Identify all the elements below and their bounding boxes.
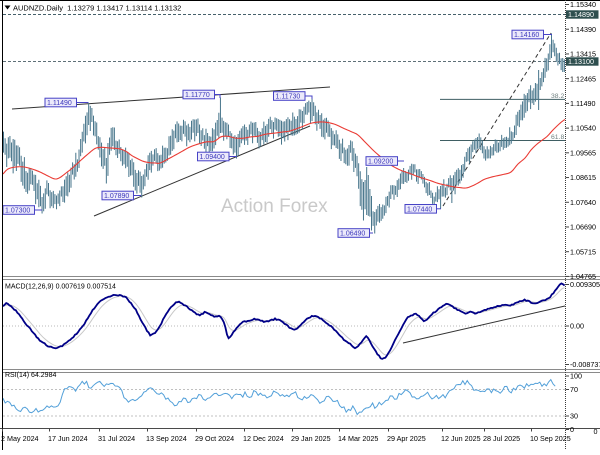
svg-text:38.2: 38.2 (551, 93, 564, 100)
svg-text:70: 70 (570, 385, 578, 394)
svg-text:1.07890: 1.07890 (104, 193, 129, 200)
svg-text:1.15340: 1.15340 (570, 0, 596, 9)
svg-text:1.09400: 1.09400 (200, 154, 225, 161)
svg-text:1.11730: 1.11730 (276, 94, 301, 101)
svg-text:29 Oct 2024: 29 Oct 2024 (195, 434, 234, 443)
svg-text:1.11490: 1.11490 (570, 99, 595, 108)
svg-text:17 Jun 2024: 17 Jun 2024 (48, 434, 88, 443)
svg-text:1.14390: 1.14390 (570, 25, 596, 34)
svg-text:61.8: 61.8 (551, 134, 564, 141)
svg-text:AUDNZD.Daily 1.13279 1.13417: AUDNZD.Daily 1.13279 1.13417 1.13114 1.1… (13, 4, 181, 13)
svg-text:14 Mar 2025: 14 Mar 2025 (338, 434, 378, 443)
svg-text:MACD(12,26,9) 0.007619 0.00751: MACD(12,26,9) 0.007619 0.007514 (5, 284, 116, 291)
svg-text:1.14160: 1.14160 (514, 32, 539, 39)
svg-text:1.09200: 1.09200 (368, 159, 393, 166)
svg-text:29 Apr 2025: 29 Apr 2025 (387, 434, 426, 443)
svg-text:2 May 2024: 2 May 2024 (1, 434, 39, 443)
svg-text:31 Jul 2024: 31 Jul 2024 (98, 434, 135, 443)
svg-text:1.12465: 1.12465 (570, 74, 596, 83)
svg-text:1.06690: 1.06690 (570, 223, 596, 232)
svg-text:100: 100 (570, 372, 582, 381)
svg-text:1.04765: 1.04765 (570, 272, 596, 281)
svg-text:1.06490: 1.06490 (340, 231, 365, 238)
svg-text:1.09565: 1.09565 (570, 148, 596, 157)
svg-text:0.00: 0.00 (570, 322, 584, 331)
svg-text:1.13415: 1.13415 (570, 50, 596, 59)
svg-text:1.11490: 1.11490 (47, 100, 72, 107)
svg-text:29 Jan 2025: 29 Jan 2025 (291, 434, 331, 443)
svg-text:1.05715: 1.05715 (570, 247, 596, 256)
svg-text:0: 0 (570, 425, 574, 434)
svg-text:1.07300: 1.07300 (5, 208, 30, 215)
svg-text:13 Sep 2024: 13 Sep 2024 (146, 434, 187, 443)
svg-text:-0.008737: -0.008737 (570, 360, 600, 369)
svg-text:30: 30 (570, 412, 578, 421)
svg-text:10 Sep 2025: 10 Sep 2025 (530, 434, 571, 443)
svg-text:0: 0 (594, 427, 598, 436)
svg-text:1.08615: 1.08615 (570, 173, 596, 182)
svg-text:0.009305: 0.009305 (570, 280, 600, 289)
svg-text:1.14890: 1.14890 (568, 10, 594, 19)
svg-text:1.07640: 1.07640 (570, 198, 596, 207)
svg-text:28 Jul 2025: 28 Jul 2025 (483, 434, 520, 443)
svg-text:1.13100: 1.13100 (568, 57, 594, 66)
svg-text:1.11770: 1.11770 (185, 92, 210, 99)
svg-text:12 Jun 2025: 12 Jun 2025 (441, 434, 481, 443)
svg-text:12 Dec 2024: 12 Dec 2024 (243, 434, 284, 443)
svg-text:1.10540: 1.10540 (570, 124, 596, 133)
svg-text:1.07440: 1.07440 (407, 207, 432, 214)
svg-text:Action Forex: Action Forex (221, 196, 328, 217)
svg-text:RSI(14) 64.2984: RSI(14) 64.2984 (5, 372, 56, 379)
